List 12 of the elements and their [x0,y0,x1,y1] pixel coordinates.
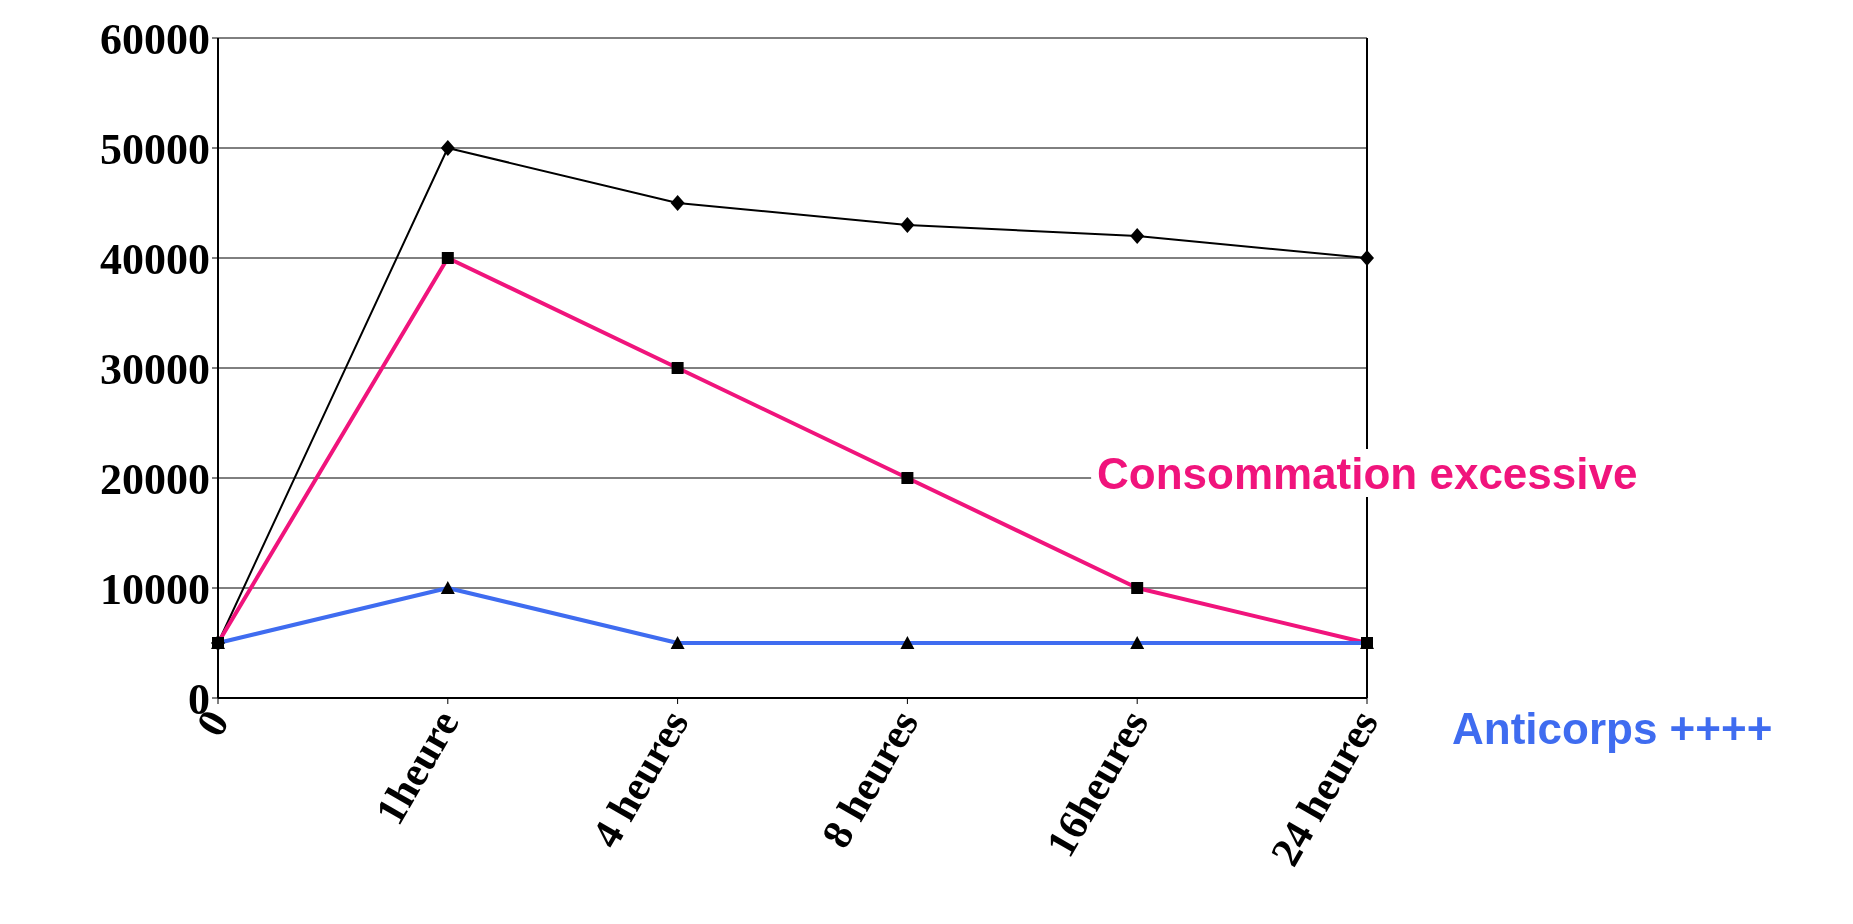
y-tick-label: 30000 [100,344,210,394]
point [1130,228,1145,244]
y-tick-label: 20000 [100,454,210,504]
point [440,140,455,156]
y-tick-label: 60000 [100,14,210,64]
text: Anticorps ++++ [1452,703,1773,753]
y-tick-label: 40000 [100,234,210,284]
point [670,195,685,211]
y-tick-label: 10000 [100,564,210,614]
y-tick-label: 50000 [100,124,210,174]
point [1360,250,1374,266]
point [900,217,915,233]
